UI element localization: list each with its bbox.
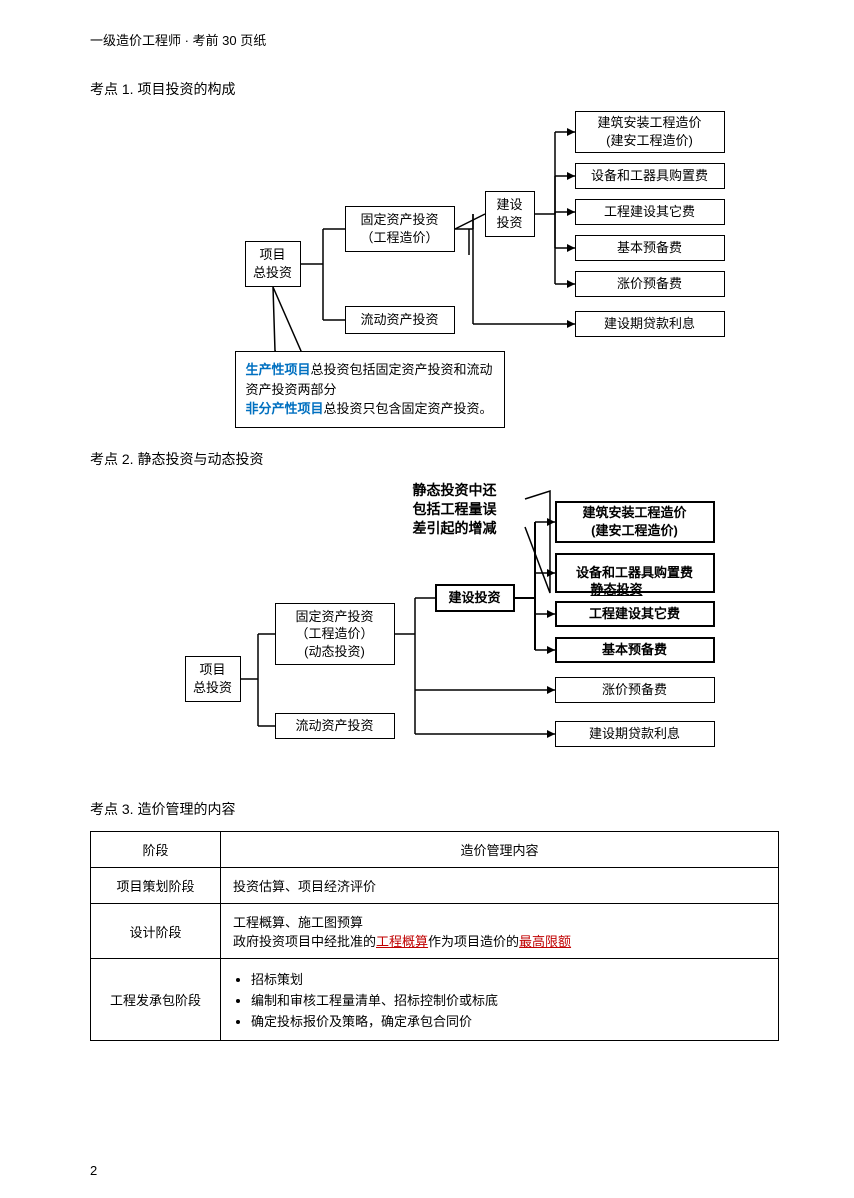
table-row: 工程发承包阶段招标策划编制和审核工程量清单、招标控制价或标底确定投标报价及策略，… <box>91 959 779 1041</box>
cost-management-table: 阶段 造价管理内容 项目策划阶段投资估算、项目经济评价设计阶段工程概算、施工图预… <box>90 831 779 1041</box>
diagram-node: 基本预备费 <box>555 637 715 663</box>
diagram-node: 建设期贷款利息 <box>575 311 725 337</box>
diagram-node: 固定资产投资（工程造价） <box>345 206 455 252</box>
diagram-node: 涨价预备费 <box>575 271 725 297</box>
diagram-callout: 静态投资中还包括工程量误差引起的增减 <box>385 481 525 538</box>
diagram-note: 生产性项目总投资包括固定资产投资和流动资产投资两部分非分产性项目总投资只包含固定… <box>235 351 505 428</box>
diagram-node: 建设投资 <box>435 584 515 612</box>
cell-stage: 项目策划阶段 <box>91 868 221 904</box>
table-row: 项目策划阶段投资估算、项目经济评价 <box>91 868 779 904</box>
diagram-node: 工程建设其它费 <box>575 199 725 225</box>
diagram-node: 项目总投资 <box>185 656 241 702</box>
diagram-investment-composition: 项目总投资固定资产投资（工程造价） 流动资产投资 建设投资建筑安装工程造价(建安工程… <box>135 111 735 431</box>
th-stage: 阶段 <box>91 832 221 868</box>
diagram-node: 建设期贷款利息 <box>555 721 715 747</box>
cell-stage: 设计阶段 <box>91 904 221 959</box>
diagram-static-dynamic-investment: 项目总投资固定资产投资（工程造价）(动态投资) 流动资产投资 建设投资 建筑安装工程造… <box>125 481 745 781</box>
diagram-node: 流动资产投资 <box>345 306 455 334</box>
diagram-node: 工程建设其它费 <box>555 601 715 627</box>
section3-title: 考点 3. 造价管理的内容 <box>90 799 779 819</box>
overlay-static-label: 静态投资 <box>591 579 643 598</box>
diagram-node: 固定资产投资（工程造价）(动态投资) <box>275 603 395 665</box>
section1-title: 考点 1. 项目投资的构成 <box>90 79 779 99</box>
diagram-node: 建设投资 <box>485 191 535 237</box>
diagram-node: 建筑安装工程造价(建安工程造价) <box>575 111 725 153</box>
cell-stage: 工程发承包阶段 <box>91 959 221 1041</box>
page-header: 一级造价工程师 · 考前 30 页纸 <box>90 30 779 49</box>
page-number: 2 <box>90 1163 97 1178</box>
cell-content: 工程概算、施工图预算政府投资项目中经批准的工程概算作为项目造价的最高限额 <box>221 904 779 959</box>
cell-content: 投资估算、项目经济评价 <box>221 868 779 904</box>
diagram-node: 流动资产投资 <box>275 713 395 739</box>
diagram-node: 项目总投资 <box>245 241 301 287</box>
th-content: 造价管理内容 <box>221 832 779 868</box>
diagram-node: 设备和工器具购置费 <box>575 163 725 189</box>
diagram-node: 涨价预备费 <box>555 677 715 703</box>
cell-content: 招标策划编制和审核工程量清单、招标控制价或标底确定投标报价及策略，确定承包合同价 <box>221 959 779 1041</box>
section2-title: 考点 2. 静态投资与动态投资 <box>90 449 779 469</box>
diagram-node: 基本预备费 <box>575 235 725 261</box>
diagram-node: 建筑安装工程造价(建安工程造价) <box>555 501 715 543</box>
table-row: 设计阶段工程概算、施工图预算政府投资项目中经批准的工程概算作为项目造价的最高限额 <box>91 904 779 959</box>
